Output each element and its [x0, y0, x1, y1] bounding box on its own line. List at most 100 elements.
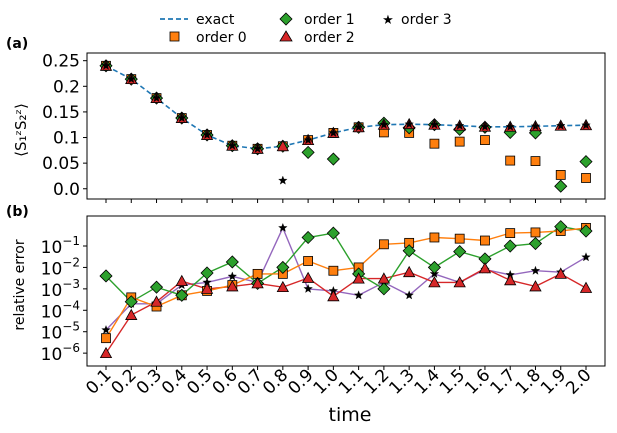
panel-b-ytick-label: 10−6: [41, 341, 80, 365]
panel-b-order2-point: [99, 346, 113, 359]
panel-a-order1-point: [301, 145, 315, 159]
legend-label-order3: order 3: [401, 12, 452, 28]
panel-b-xtick-label: 2.0: [562, 365, 595, 398]
panel-b-order1-point: [528, 236, 543, 251]
panel-b-ytick-label: 10−5: [41, 320, 80, 344]
panel-b-ytick-exponent: −3: [62, 277, 80, 291]
panel-a-order0-point: [429, 138, 440, 149]
panel-a-order3-point: [353, 122, 364, 132]
panel-a-order0-point: [454, 136, 465, 147]
panel-a-order0-point: [505, 155, 516, 166]
panel-b-order2-point: [276, 280, 290, 293]
panel-b-order3-point: [353, 290, 364, 300]
panel-a-ytick-label: 0.1: [53, 129, 80, 149]
panel-b-order2-point: [377, 272, 391, 284]
panel-b-order0-point: [101, 333, 111, 344]
panel-b-order1-point: [149, 280, 164, 294]
panel-b-plot: relative error time 10−610−510−410−310−2…: [12, 215, 606, 426]
panel-b-order1-point: [377, 282, 391, 296]
panel-b-order3-point: [530, 265, 541, 275]
panel-a-order3-point: [278, 175, 288, 185]
panel-b-order3-point: [278, 222, 288, 232]
panel-b-order0-point: [429, 232, 440, 243]
panel-a-ytick-label: 0.2: [53, 77, 80, 97]
panel-b-order1-point: [402, 244, 416, 258]
panel-b-ytick-label: 10−1: [41, 234, 80, 258]
legend-entry-order3: ★ order 3: [382, 12, 452, 28]
panel-b-order1-point: [503, 239, 517, 253]
panel-b-order1-point: [579, 224, 593, 238]
panel-b-order2-point: [478, 262, 492, 274]
legend-entry-order1: order 1: [279, 12, 355, 28]
panel-b-order2-point: [251, 277, 264, 289]
panel-b-order2-point: [554, 267, 567, 279]
panel-b-order0-point: [480, 235, 490, 246]
panel-b-ytick-base: 10: [41, 281, 63, 301]
panel-a-order3-point: [227, 140, 238, 150]
panel-b-order2-point: [301, 271, 315, 283]
panel-a-plot: ⟨S₁ᶻS₂ᶻ⟩ 0.0 0.05 0.1 0.15 0.2 0.25: [12, 52, 606, 203]
panel-a-order2-point: [276, 139, 290, 152]
panel-b-order2-point: [504, 273, 517, 286]
panel-a-order3-point: [404, 119, 414, 129]
panel-b-order2-point: [428, 276, 441, 288]
panel-b-order3-point: [227, 271, 238, 281]
legend-entry-order2: order 2: [279, 30, 355, 46]
panel-b-order2-point: [402, 265, 416, 278]
panel-a-order3-point: [480, 121, 490, 131]
panel-a-ytick-label: 0.0: [53, 180, 80, 200]
panel-b-frame: [86, 215, 606, 367]
panel-b-order1-point: [200, 266, 214, 280]
panel-b-order2-point: [453, 276, 466, 288]
panel-b-order0-point: [303, 256, 314, 266]
panel-a-order1-point: [579, 155, 593, 169]
panel-b-order2-point: [125, 308, 138, 320]
panel-b-order0-point: [378, 239, 389, 250]
panel-b-order3-point: [101, 325, 111, 335]
panel-a-order3-point: [101, 60, 111, 70]
legend-entry-exact: exact: [160, 12, 235, 28]
panel-a-order3-point: [530, 121, 541, 131]
panel-b-order1-point: [453, 244, 467, 259]
legend-label-order2: order 2: [304, 30, 355, 46]
legend-label-order0: order 0: [196, 30, 247, 46]
panel-b-order2-point: [579, 281, 593, 293]
panel-a-order0-point: [530, 156, 541, 166]
panel-a-ylabel: ⟨S₁ᶻS₂ᶻ⟩: [12, 103, 30, 157]
panel-b-order2-point: [175, 274, 188, 287]
panel-a-order3-point: [328, 127, 339, 137]
panel-b-ytick-label: 10−2: [41, 255, 80, 279]
legend: exact order 0 order 1 order 2 ★ order 3: [160, 12, 452, 46]
panel-b-order1-point: [124, 295, 138, 309]
panel-b-order2-point: [150, 295, 163, 307]
panel-a-order0-point: [581, 173, 591, 183]
panel-b-order1-point: [99, 269, 113, 283]
panel-b-order2-point: [200, 282, 214, 294]
legend-entry-order0: order 0: [169, 30, 247, 46]
panel-b-order0-point: [530, 227, 541, 238]
panel-b-ytick-base: 10: [41, 324, 63, 344]
panel-b-order3-line: [105, 226, 587, 331]
panel-a-order3-point: [202, 130, 212, 139]
square-marker-icon: [169, 31, 180, 42]
panel-b-ytick-exponent: −4: [62, 298, 80, 312]
panel-b-ytick-exponent: −5: [62, 320, 80, 334]
panel-b-order1-point: [554, 220, 568, 234]
panel-a-order0-point: [480, 135, 490, 145]
star-marker-icon: ★: [382, 13, 394, 28]
panel-a-order3-point: [303, 135, 313, 145]
panel-b-ytick-label: 10−3: [41, 277, 80, 301]
panel-b-order1-point: [175, 288, 189, 302]
panel-a-order3-point: [126, 74, 136, 84]
panel-b-ytick-exponent: −1: [62, 234, 80, 248]
panel-b-order2-point: [226, 280, 239, 292]
panel-b-order0-point: [328, 265, 339, 276]
triangle-marker-icon: [279, 30, 293, 42]
panel-a-order3-point: [151, 93, 162, 103]
panel-b-order0-point: [505, 228, 516, 238]
panel-b-order1-point: [301, 230, 315, 245]
panel-a-order0-point: [555, 170, 566, 180]
panel-b-xlabel: time: [329, 404, 372, 426]
panel-b-ytick-exponent: −2: [62, 255, 80, 269]
